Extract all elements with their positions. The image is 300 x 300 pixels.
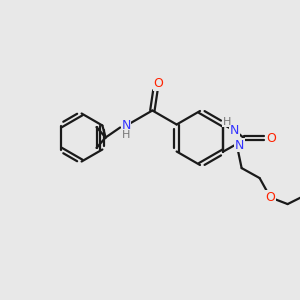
- Text: H: H: [122, 130, 130, 140]
- Text: N: N: [235, 139, 244, 152]
- Text: H: H: [222, 117, 231, 127]
- Text: O: O: [266, 190, 276, 204]
- Text: N: N: [230, 124, 239, 137]
- Text: O: O: [266, 131, 276, 145]
- Text: O: O: [153, 77, 163, 90]
- Text: N: N: [122, 119, 131, 132]
